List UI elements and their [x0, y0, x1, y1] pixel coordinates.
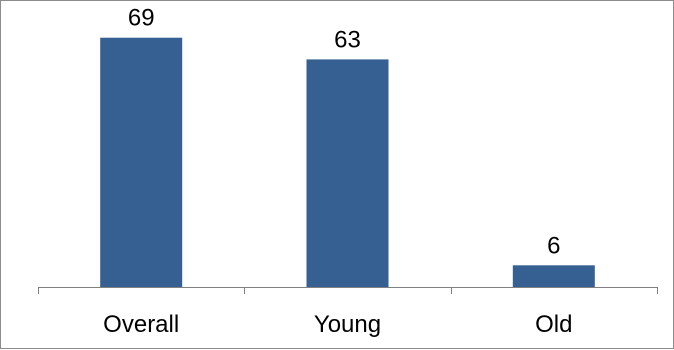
data-label-young: 63	[334, 26, 361, 53]
bar-overall	[100, 37, 183, 288]
data-label-overall: 69	[128, 5, 155, 32]
bar-young	[306, 59, 389, 288]
bar-old	[512, 265, 595, 287]
x-tick-labels-layer: Overall Young Old	[103, 311, 572, 338]
x-axis	[38, 287, 658, 294]
bars-layer	[100, 37, 595, 288]
data-label-old: 6	[547, 232, 560, 259]
x-tick-label-overall: Overall	[103, 311, 179, 338]
x-tick-label-old: Old	[535, 311, 572, 338]
x-tick-label-young: Young	[314, 311, 381, 338]
data-labels-layer: 69 63 6	[128, 5, 561, 260]
